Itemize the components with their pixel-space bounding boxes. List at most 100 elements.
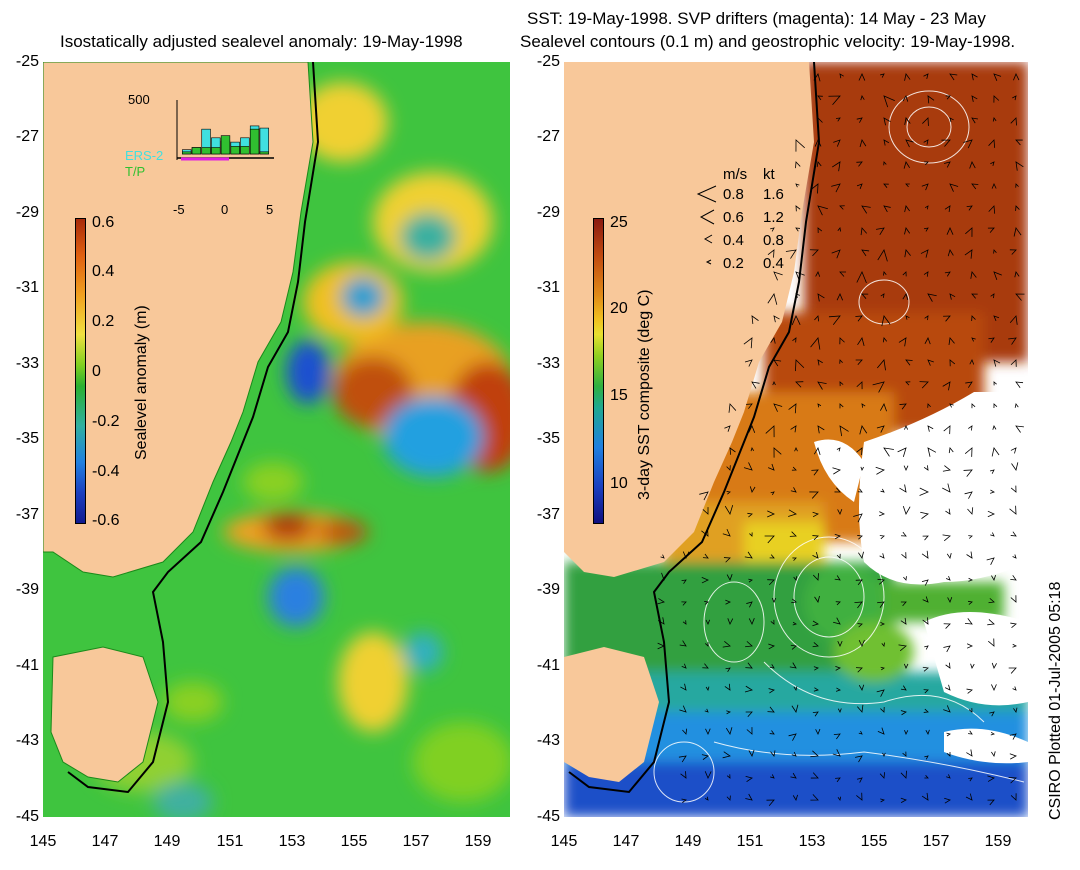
velocity-vector: [880, 293, 885, 298]
velocity-vector: [795, 293, 800, 298]
velocity-vector: [1009, 249, 1017, 255]
velocity-vector: [905, 359, 913, 366]
velocity-vector: [1015, 425, 1024, 433]
right-y-tick: -35: [536, 430, 560, 447]
velocity-vector: [949, 183, 959, 192]
velocity-vector: [966, 551, 973, 559]
velocity-vector: [971, 73, 978, 81]
velocity-vector: [1010, 595, 1017, 603]
velocity-vector: [856, 271, 867, 283]
velocity-vector: [858, 684, 865, 691]
velocity-vector: [817, 403, 822, 408]
velocity-vector: [857, 337, 865, 346]
velocity-vector: [1008, 337, 1017, 345]
velocity-vector: [922, 535, 929, 541]
velocity-vector: [812, 552, 819, 559]
velocity-vector: [1012, 643, 1017, 648]
velocity-vector: [899, 403, 907, 410]
velocity-vector: [944, 205, 951, 213]
velocity-vector: [942, 534, 951, 542]
velocity-vector: [657, 617, 665, 625]
velocity-vector: [785, 249, 797, 259]
velocity-vector: [922, 596, 929, 603]
velocity-vector: [946, 553, 952, 559]
velocity-vector: [704, 771, 712, 779]
velocity-vector: [835, 687, 841, 692]
velocity-vector: [882, 752, 886, 757]
velocity-vector: [726, 795, 731, 801]
velocity-vector: [963, 469, 973, 477]
velocity-vector: [942, 483, 951, 493]
velocity-vector: [883, 271, 887, 276]
velocity-vector: [817, 359, 823, 366]
histogram-bar-t-p: [182, 151, 192, 155]
velocity-legend-kt: 1.2: [763, 209, 784, 226]
velocity-vector: [948, 447, 954, 454]
velocity-vector: [855, 359, 863, 366]
velocity-vector: [988, 598, 995, 604]
velocity-vector: [881, 642, 885, 647]
velocity-vector: [971, 403, 976, 409]
velocity-vector: [747, 512, 753, 518]
velocity-vector: [903, 663, 909, 669]
velocity-vector: [678, 755, 687, 763]
velocity-vector: [831, 183, 841, 193]
velocity-vector: [834, 575, 841, 581]
velocity-vector: [990, 293, 995, 299]
velocity-vector: [921, 579, 929, 586]
inset-x-tick: 5: [266, 202, 274, 217]
velocity-vector: [727, 618, 734, 625]
velocity-vector: [968, 708, 973, 713]
velocity-vector: [790, 644, 797, 650]
velocity-vector: [728, 403, 737, 413]
velocity-vector: [986, 557, 995, 565]
velocity-vector: [726, 574, 733, 581]
velocity-vector: [883, 205, 891, 213]
velocity-vector: [898, 644, 907, 652]
velocity-vector: [788, 509, 797, 517]
velocity-vector: [746, 727, 753, 735]
velocity-vector: [903, 161, 911, 169]
right-y-tick: -37: [536, 506, 560, 523]
velocity-vector: [813, 687, 819, 692]
velocity-vector: [744, 685, 753, 693]
velocity-vector: [813, 73, 821, 82]
velocity-vector: [947, 249, 954, 257]
velocity-vector: [746, 403, 753, 409]
velocity-vector: [660, 554, 665, 559]
velocity-vector: [767, 249, 775, 258]
velocity-vector: [1015, 205, 1020, 211]
velocity-vector: [879, 772, 886, 779]
velocity-vector: [924, 161, 929, 166]
legend-tp: T/P: [125, 164, 146, 179]
right-y-tick: -41: [536, 657, 560, 674]
velocity-vector: [839, 403, 844, 409]
velocity-vector: [900, 685, 907, 691]
velocity-vector: [856, 777, 863, 783]
velocity-vector: [839, 205, 845, 210]
velocity-vector: [882, 337, 888, 343]
velocity-vector: [859, 425, 868, 435]
velocity-vector: [904, 227, 911, 235]
velocity-vector: [947, 597, 953, 603]
velocity-vector: [814, 315, 820, 322]
velocity-legend-ms: 0.8: [723, 186, 744, 203]
velocity-vector: [879, 403, 887, 412]
velocity-vector: [836, 553, 841, 559]
histogram-bar-t-p: [230, 146, 240, 155]
velocity-vector: [993, 381, 997, 386]
velocity-vector: [701, 577, 709, 584]
sst-map: [564, 62, 1028, 817]
velocity-vector: [876, 689, 885, 697]
velocity-vector: [773, 271, 783, 281]
velocity-vector: [814, 595, 820, 603]
velocity-vector: [817, 117, 823, 125]
velocity-vector: [704, 796, 709, 801]
velocity-vector: [858, 551, 864, 559]
histogram-bar-ers-2: [259, 127, 269, 155]
velocity-vector: [942, 381, 951, 391]
velocity-vector: [795, 205, 801, 212]
velocity-vector: [927, 95, 935, 104]
velocity-vector: [880, 798, 885, 803]
velocity-vector: [991, 183, 997, 189]
